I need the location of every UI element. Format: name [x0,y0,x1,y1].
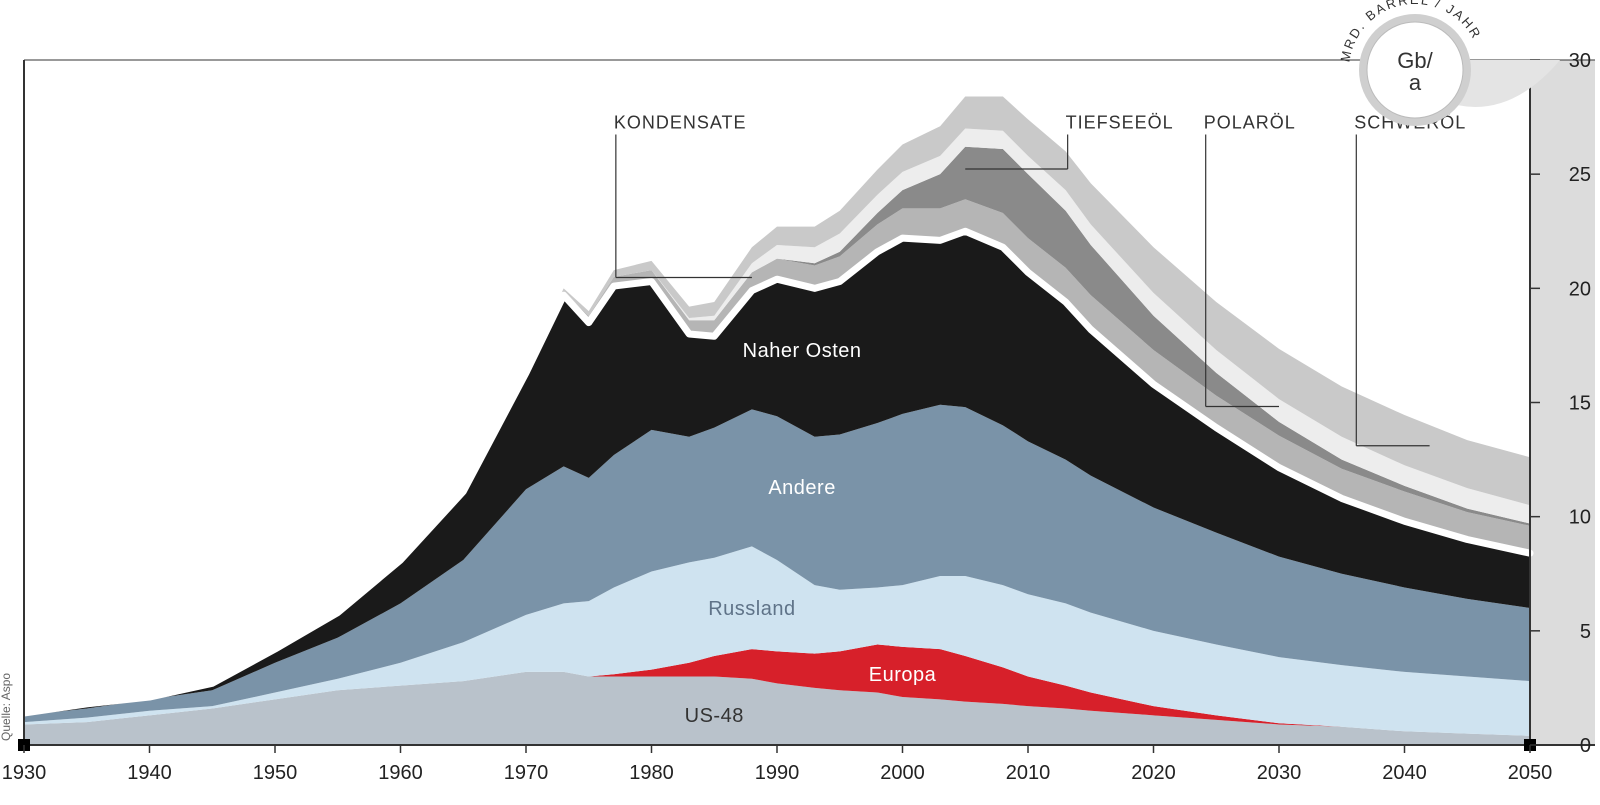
series-label-us48: US-48 [685,705,744,727]
source-text: Quelle: Aspo [0,673,13,741]
y-tick-label: 5 [1580,621,1591,643]
x-tick-label: 2010 [1006,762,1051,784]
x-tick-label: 2040 [1382,762,1427,784]
y-tick-label: 10 [1569,507,1591,529]
callout-label-tiefseeoel: TIEFSEEÖL [1066,113,1174,133]
series-label-europa: Europa [869,664,937,686]
y-tick-label: 30 [1569,50,1591,72]
x-tick-label: 1960 [378,762,423,784]
callout-label-polaroel: POLARÖL [1204,113,1296,133]
x-tick-label: 1990 [755,762,800,784]
unit-line2: a [1409,70,1422,95]
y-tick-label: 15 [1569,393,1591,415]
y-tick-label: 25 [1569,164,1591,186]
x-tick-label: 1940 [127,762,172,784]
series-label-naher_osten: Naher Osten [743,340,862,362]
x-tick-label: 1970 [504,762,549,784]
y-tick-label: 20 [1569,278,1591,300]
series-label-russland: Russland [708,598,795,620]
chart-svg: 0 5 10 15 20 25 30 1930 1940 1950 1960 1970 1980 1990… [0,0,1600,805]
oil-production-stacked-area-chart: 0 5 10 15 20 25 30 1930 1940 1950 1960 1970 1980 1990… [0,0,1600,805]
series-label-andere: Andere [768,477,836,499]
x-tick-label: 2030 [1257,762,1302,784]
x-tick-label: 1980 [629,762,674,784]
y-tick-label: 0 [1580,735,1591,757]
callout-label-kondensate: KONDENSATE [614,113,747,133]
x-tick-label: 2000 [880,762,925,784]
x-tick-label: 1930 [2,762,47,784]
x-tick-label: 2050 [1508,762,1553,784]
x-tick-label: 2020 [1131,762,1176,784]
x-tick-label: 1950 [253,762,298,784]
